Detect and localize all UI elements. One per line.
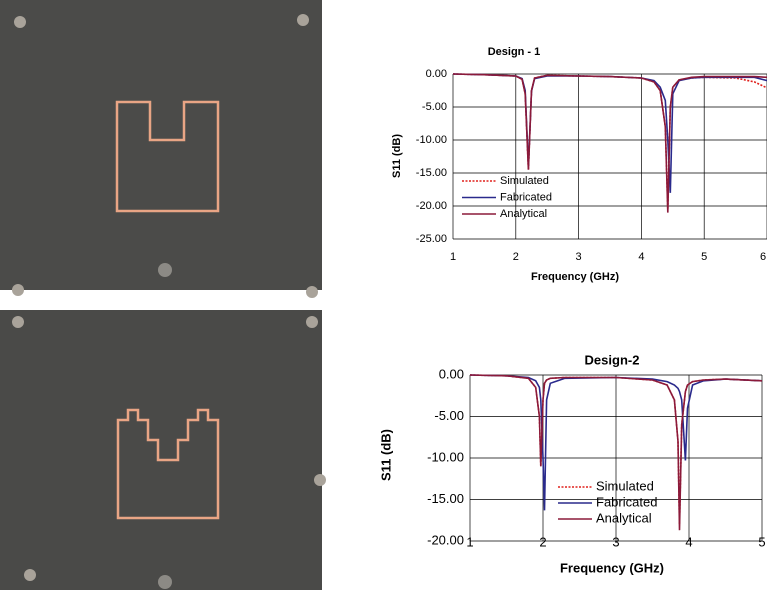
chart-title: Design - 1 [488, 46, 541, 58]
y-tick-label: -10.00 [427, 449, 464, 464]
figure: Design - 1 Frequency (GHz) S11 (dB) -25.00 -… [0, 0, 767, 590]
y-tick-label: -25.00 [416, 233, 447, 245]
screw [12, 316, 24, 328]
chart-title: Design-2 [585, 352, 640, 367]
screw [14, 16, 26, 28]
legend-label: Simulated [596, 478, 654, 493]
screw [24, 569, 36, 581]
x-axis-label: Frequency (GHz) [531, 271, 619, 283]
y-tick-label: 0.00 [439, 366, 464, 381]
screw [306, 316, 318, 328]
x-tick-label: 4 [638, 251, 644, 263]
screw [314, 474, 326, 486]
legend-label: Fabricated [596, 494, 657, 509]
y-tick-label: -15.00 [416, 167, 447, 179]
legend-label: Analytical [500, 208, 547, 220]
y-tick-label: -5.00 [434, 408, 464, 423]
y-tick-label: -5.00 [422, 101, 447, 113]
y-tick-label: -20.00 [427, 532, 464, 547]
x-tick-label: 1 [450, 251, 456, 263]
x-tick-label: 5 [701, 251, 707, 263]
x-axis-label: Frequency (GHz) [560, 560, 664, 575]
legend-label: Fabricated [500, 191, 552, 203]
legend-label: Analytical [596, 510, 652, 525]
substrate [0, 310, 322, 590]
screw [12, 284, 24, 296]
y-tick-label: -15.00 [427, 491, 464, 506]
screw [306, 286, 318, 298]
x-tick-label: 6 [760, 251, 766, 263]
y-axis-label: S11 (dB) [391, 134, 403, 178]
series-line [453, 74, 767, 209]
connector [158, 263, 172, 277]
x-tick-label: 3 [576, 251, 582, 263]
y-tick-label: -10.00 [416, 134, 447, 146]
connector [158, 575, 172, 589]
y-tick-label: -20.00 [416, 200, 447, 212]
screw [297, 14, 309, 26]
x-tick-label: 2 [513, 251, 519, 263]
legend-label: Simulated [500, 175, 549, 187]
y-axis-label: S11 (dB) [378, 429, 393, 481]
substrate [0, 0, 322, 290]
photo-design-1 [0, 0, 322, 298]
y-tick-label: 0.00 [426, 68, 447, 80]
photo-design-2 [0, 310, 326, 590]
